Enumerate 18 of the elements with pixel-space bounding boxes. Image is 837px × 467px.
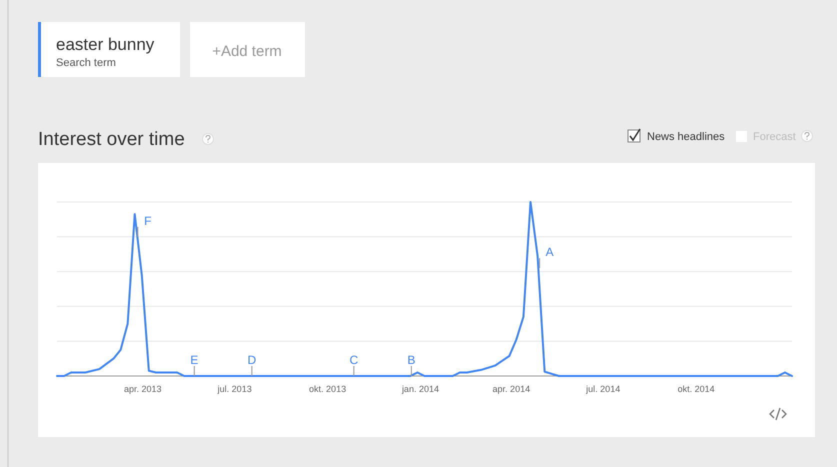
x-tick-label: jul. 2014 xyxy=(585,384,620,394)
x-tick-label: apr. 2014 xyxy=(492,384,530,394)
annotation: E xyxy=(190,353,198,367)
text: easter bunny xyxy=(56,35,155,54)
x-tick-label: jul. 2013 xyxy=(216,384,252,394)
x-tick-label: apr. 2013 xyxy=(124,384,162,394)
x-tick-label: okt. 2014 xyxy=(678,384,715,394)
text: Search term xyxy=(56,57,116,69)
annotation: A xyxy=(546,245,554,260)
x-tick-label: okt. 2013 xyxy=(309,384,346,394)
annotation: D xyxy=(248,353,257,367)
annotation: F xyxy=(144,214,152,228)
text: News headlines xyxy=(647,131,726,143)
text: +Add term xyxy=(212,43,282,60)
x-tick-label: jan. 2014 xyxy=(400,384,439,394)
annotation: C xyxy=(349,353,358,367)
annotation: B xyxy=(407,353,416,367)
chart-title: Interest over time xyxy=(38,129,185,150)
